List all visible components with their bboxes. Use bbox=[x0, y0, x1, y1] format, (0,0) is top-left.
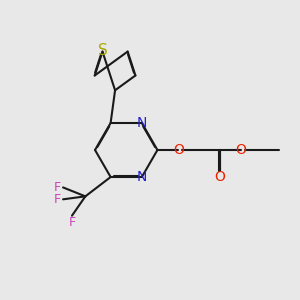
Text: F: F bbox=[68, 216, 76, 229]
Text: S: S bbox=[98, 43, 107, 58]
Text: O: O bbox=[235, 143, 246, 157]
Text: N: N bbox=[136, 170, 147, 184]
Text: F: F bbox=[54, 193, 61, 206]
Text: N: N bbox=[136, 116, 147, 130]
Text: O: O bbox=[214, 170, 225, 184]
Text: F: F bbox=[54, 181, 61, 194]
Text: O: O bbox=[173, 143, 184, 157]
